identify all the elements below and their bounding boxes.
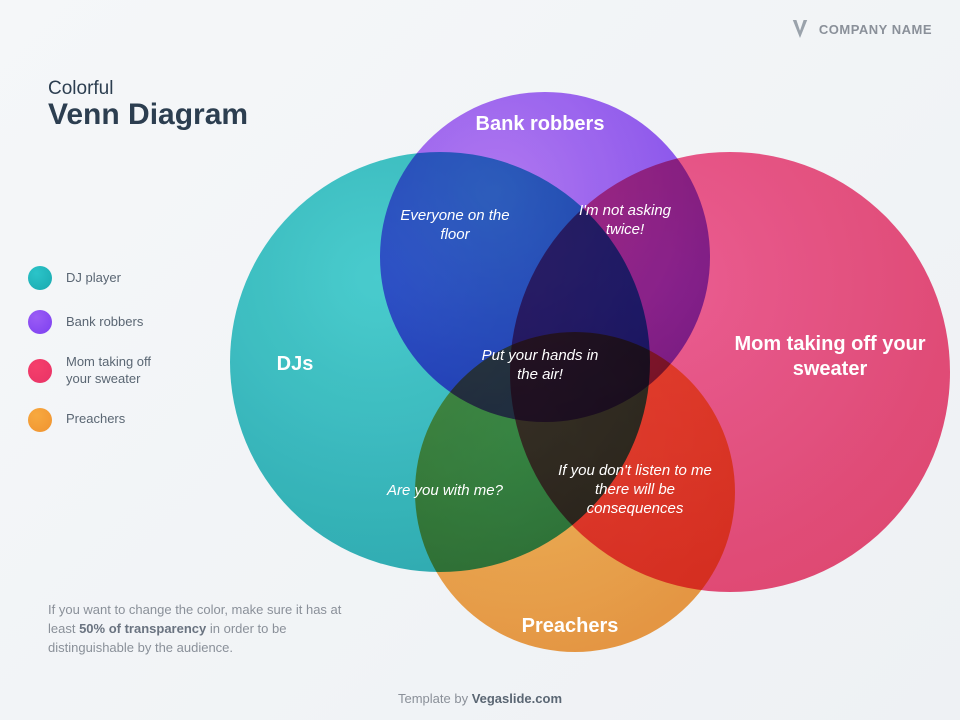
- legend: DJ player Bank robbers Mom taking off your…: [28, 266, 176, 432]
- company-name: COMPANY NAME: [819, 22, 932, 37]
- legend-dot-icon: [28, 359, 52, 383]
- djs-label: DJs: [245, 352, 345, 377]
- legend-item: Mom taking off your sweater: [28, 354, 176, 388]
- legend-label: Mom taking off your sweater: [66, 354, 176, 388]
- legend-dot-icon: [28, 408, 52, 432]
- logo-v-icon: [791, 18, 809, 40]
- consequences: If you don't listen to me there will be …: [550, 462, 720, 518]
- header: COMPANY NAME: [791, 18, 932, 40]
- legend-item: Bank robbers: [28, 310, 176, 334]
- venn-diagram: Bank robbers DJs Mom taking off your sweat…: [170, 72, 950, 682]
- mom-label: Mom taking off your sweater: [730, 332, 930, 382]
- everyone-floor: Everyone on the floor: [390, 207, 520, 245]
- legend-label: Bank robbers: [66, 314, 143, 331]
- legend-item: Preachers: [28, 408, 176, 432]
- legend-dot-icon: [28, 310, 52, 334]
- are-you-with: Are you with me?: [385, 482, 505, 501]
- legend-label: DJ player: [66, 270, 121, 287]
- legend-dot-icon: [28, 266, 52, 290]
- footer-note: If you want to change the color, make su…: [48, 601, 348, 658]
- legend-label: Preachers: [66, 411, 125, 428]
- footer: Template by Vegaslide.com: [0, 691, 960, 706]
- legend-item: DJ player: [28, 266, 176, 290]
- robbers-label: Bank robbers: [450, 112, 630, 137]
- preachers-label: Preachers: [490, 614, 650, 639]
- hands-air: Put your hands in the air!: [480, 347, 600, 385]
- not-asking: I'm not asking twice!: [560, 202, 690, 240]
